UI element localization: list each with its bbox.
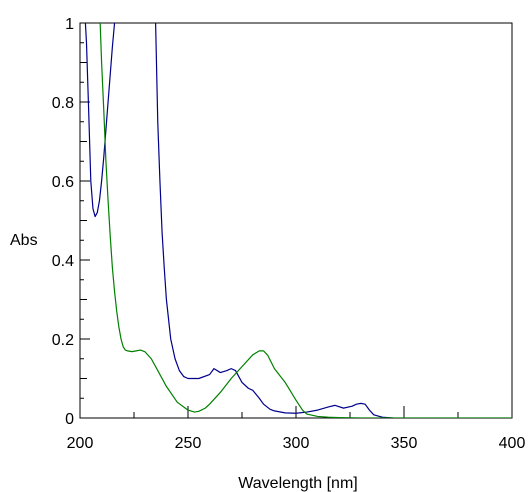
series-layer xyxy=(84,23,512,418)
y-axis-tick-labels: 0 0.2 0.4 0.6 0.8 1 xyxy=(52,16,74,428)
x-axis-tick-labels: 200 250 300 350 400 xyxy=(67,435,526,452)
y-tick-label: 0.6 xyxy=(52,174,74,191)
series-line-2 xyxy=(99,23,512,418)
series-line-1 xyxy=(84,23,394,418)
y-axis-label: Abs xyxy=(10,232,38,249)
y-tick-label: 1 xyxy=(65,16,74,33)
x-tick-label: 400 xyxy=(499,435,526,452)
y-tick-label: 0 xyxy=(65,411,74,428)
x-axis-label: Wavelength [nm] xyxy=(238,475,357,492)
x-tick-label: 300 xyxy=(283,435,310,452)
y-tick-label: 0.4 xyxy=(52,253,74,270)
x-tick-label: 250 xyxy=(175,435,202,452)
y-tick-label: 0.2 xyxy=(52,332,74,349)
x-axis-ticks xyxy=(79,406,513,418)
y-tick-label: 0.8 xyxy=(52,95,74,112)
x-tick-label: 200 xyxy=(67,435,94,452)
x-tick-label: 350 xyxy=(391,435,418,452)
